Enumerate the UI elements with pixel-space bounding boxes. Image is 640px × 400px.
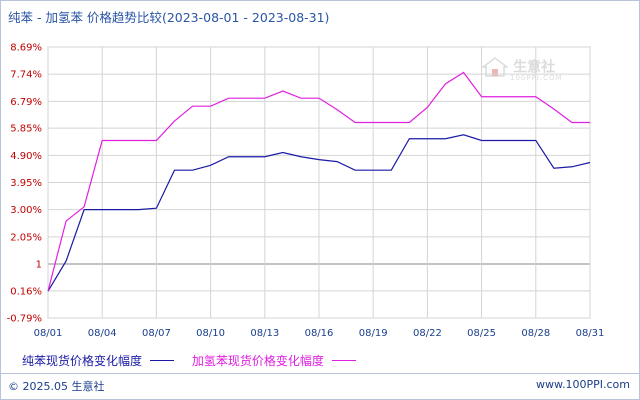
x-tick-label: 08/01	[34, 328, 63, 339]
y-tick-label: 4.90%	[10, 151, 42, 162]
x-axis: 08/01 08/04 08/07 08/10 08/13 08/16 08/19 08/22…	[34, 328, 605, 339]
legend-label-series-2: 加氢苯现货价格变化幅度	[191, 354, 324, 368]
x-tick-label: 08/25	[467, 328, 496, 339]
y-tick-label: 0.16%	[10, 286, 42, 297]
y-tick-label: 8.69%	[10, 43, 42, 54]
legend-swatch-series-1	[150, 360, 175, 361]
site-url-text: www.100PPI.com	[536, 378, 630, 391]
y-axis: 8.69% 7.74% 6.79% 5.85% 4.90% 3.95% 3.00% 2.05%…	[7, 43, 42, 325]
x-tick-label: 08/28	[521, 328, 550, 339]
x-tick-label: 08/22	[413, 328, 442, 339]
series-lines	[47, 71, 591, 292]
grid	[47, 46, 591, 319]
series-line-1	[47, 134, 591, 292]
y-tick-label: 3.95%	[10, 178, 42, 189]
title-date-range: (2023-08-01 - 2023-08-31)	[161, 10, 330, 25]
x-tick-label: 08/13	[250, 328, 279, 339]
title-text: 纯苯 - 加氢苯 价格趋势比较	[8, 10, 162, 25]
legend: 纯苯现货价格变化幅度 加氢苯现货价格变化幅度	[22, 352, 370, 369]
legend-item-series-2: 加氢苯现货价格变化幅度	[192, 352, 356, 369]
series-line-2	[47, 71, 590, 292]
copyright-text: © 2025.05 生意社	[8, 380, 105, 393]
y-tick-label: 1	[36, 259, 42, 270]
x-tick-label: 08/04	[88, 328, 117, 339]
chart-title: 纯苯 - 加氢苯 价格趋势比较(2023-08-01 - 2023-08-31)	[8, 7, 329, 26]
watermark-text: 生意社	[513, 59, 556, 76]
y-tick-label: 6.79%	[10, 97, 42, 108]
x-tick-label: 08/19	[359, 328, 388, 339]
y-tick-label: -0.79%	[7, 314, 42, 325]
x-tick-label: 08/16	[305, 328, 334, 339]
y-tick-label: 3.00%	[10, 205, 42, 216]
legend-label-series-1: 纯苯现货价格变化幅度	[22, 354, 143, 368]
legend-item-series-1: 纯苯现货价格变化幅度	[22, 352, 175, 369]
footer-divider	[0, 373, 640, 374]
x-tick-label: 08/10	[196, 328, 225, 339]
y-tick-label: 7.74%	[10, 70, 42, 81]
x-tick-label: 08/07	[142, 328, 171, 339]
house-logo-icon	[480, 56, 510, 77]
legend-swatch-series-2	[331, 360, 356, 361]
y-tick-label: 2.05%	[10, 232, 42, 243]
y-tick-label: 5.85%	[10, 124, 42, 135]
x-tick-label: 08/31	[576, 328, 605, 339]
